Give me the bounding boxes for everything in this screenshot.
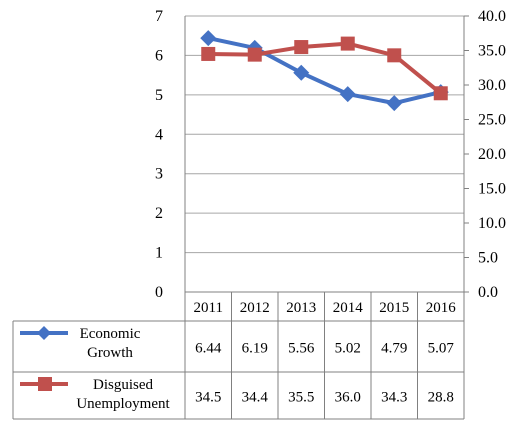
left-tick-label: 1 [155, 245, 163, 262]
table-value: 34.5 [195, 390, 221, 406]
category-label: 2015 [379, 300, 409, 316]
legend-label: Growth [87, 345, 133, 361]
table-value: 5.02 [335, 341, 361, 357]
data-point-marker [247, 47, 262, 62]
series-line [208, 41, 443, 95]
right-tick-label: 15.0 [478, 181, 506, 198]
right-tick-label: 35.0 [478, 43, 506, 60]
category-label: 2013 [286, 300, 316, 316]
table-value: 6.44 [195, 341, 222, 357]
right-tick-label: 5.0 [478, 250, 498, 267]
category-label: 2012 [240, 300, 270, 316]
legend-key-marker [37, 326, 51, 340]
right-tick-label: 30.0 [478, 77, 506, 94]
table-value: 34.3 [381, 390, 407, 406]
left-tick-label: 4 [155, 126, 163, 143]
table-value: 5.56 [288, 341, 315, 357]
right-tick-label: 0.0 [478, 284, 498, 301]
data-point-marker [433, 86, 448, 101]
category-label: 2016 [426, 300, 457, 316]
category-label: 2014 [333, 300, 364, 316]
data-point-marker [201, 46, 216, 61]
data-point-marker [200, 30, 217, 47]
table-value: 5.07 [428, 341, 455, 357]
series-line [207, 36, 442, 106]
data-point-marker [294, 40, 309, 55]
table-value: 4.79 [381, 341, 407, 357]
table-value: 6.19 [242, 341, 268, 357]
right-tick-label: 10.0 [478, 215, 506, 232]
table-value: 36.0 [335, 390, 361, 406]
table-value: 35.5 [288, 390, 314, 406]
legend-label: Economic [80, 326, 141, 342]
right-tick-label: 40.0 [478, 8, 506, 25]
left-tick-label: 3 [155, 166, 163, 183]
legend-label: Unemployment [76, 396, 170, 412]
data-point-marker [339, 86, 356, 103]
table-value: 34.4 [242, 390, 269, 406]
category-label: 2011 [194, 300, 223, 316]
left-tick-label: 0 [155, 284, 163, 301]
data-point-marker [293, 64, 310, 81]
data-point-marker [387, 48, 402, 63]
data-point-marker [340, 36, 355, 51]
legend-label: Disguised [93, 377, 154, 393]
left-tick-label: 5 [155, 87, 163, 104]
left-tick-label: 6 [155, 47, 163, 64]
right-tick-label: 25.0 [478, 112, 506, 129]
legend-key-marker [38, 377, 52, 391]
data-point-marker [386, 95, 403, 112]
left-tick-label: 7 [155, 8, 163, 25]
left-tick-label: 2 [155, 205, 163, 222]
table-value: 28.8 [428, 390, 454, 406]
right-tick-label: 20.0 [478, 146, 506, 163]
